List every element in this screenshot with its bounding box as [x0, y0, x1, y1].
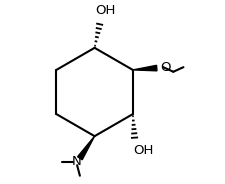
Text: O: O: [160, 61, 170, 74]
Text: OH: OH: [95, 4, 115, 17]
Text: OH: OH: [133, 144, 153, 157]
Text: N: N: [71, 155, 81, 168]
Polygon shape: [77, 136, 94, 160]
Polygon shape: [132, 65, 156, 71]
